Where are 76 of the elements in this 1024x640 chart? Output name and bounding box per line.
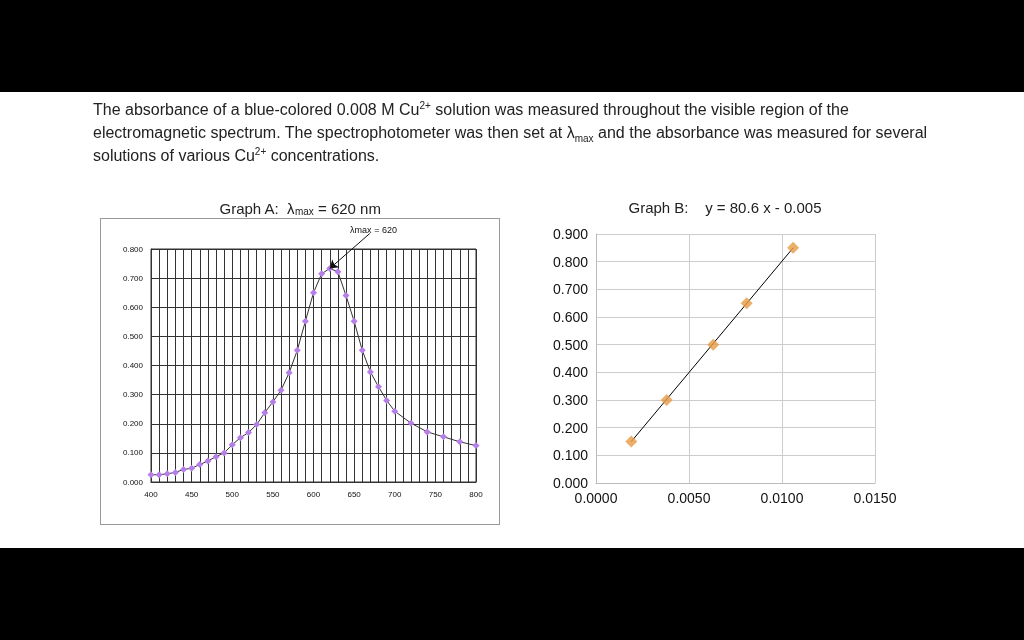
x-tick-label: 0.0050: [667, 490, 711, 506]
point: [342, 292, 350, 300]
y-tick-label: 0.800: [122, 244, 144, 254]
x-tick-label: 0.0000: [574, 490, 618, 506]
point: [212, 453, 220, 461]
annotation: λmax = 620: [350, 225, 397, 236]
y-tick-label: 0.600: [122, 302, 144, 312]
y-tick-label: 0.700: [122, 273, 144, 283]
point: [407, 419, 415, 427]
x-tick-label: 0.0150: [853, 490, 897, 506]
point: [285, 369, 293, 377]
y-tick-label: 0.000: [122, 477, 144, 487]
y-tick-label: 0.200: [552, 419, 589, 436]
point: [391, 407, 399, 415]
y-tick-label: 0.500: [122, 331, 144, 341]
point: [440, 433, 447, 441]
y-tick-label: 0.900: [552, 226, 589, 242]
point: [155, 471, 163, 479]
y-tick-label: 0.200: [122, 419, 144, 429]
point: [188, 464, 196, 472]
x-tick-label: 550: [266, 489, 281, 499]
chart-title: Graph B: y = 80.6 x - 0.005: [628, 199, 822, 216]
point: [318, 270, 326, 278]
x-tick-label: 700: [388, 489, 402, 499]
y-tick-label: 0.100: [552, 447, 589, 464]
point: [277, 386, 285, 394]
point: [261, 409, 269, 417]
point: [383, 396, 391, 404]
x-tick-label: 0.0100: [760, 490, 804, 506]
point: [350, 317, 358, 325]
x-tick-label: 400: [144, 489, 159, 499]
y-tick-label: 0.000: [552, 475, 589, 491]
y-tick-label: 0.100: [122, 448, 144, 458]
point: [375, 383, 382, 391]
point: [180, 465, 187, 473]
y-tick-label: 0.500: [552, 336, 589, 353]
x-tick-label: 450: [184, 489, 199, 499]
point: [301, 317, 309, 325]
x-tick-label: 650: [347, 489, 362, 499]
point: [707, 338, 720, 351]
point: [245, 428, 252, 436]
point: [366, 368, 374, 376]
point: [740, 297, 753, 310]
chart-title: Graph A: λmax = 620 nm: [219, 199, 381, 217]
x-tick-label: 800: [469, 489, 484, 499]
point: [204, 457, 212, 465]
x-tick-label: 500: [225, 489, 240, 499]
point: [423, 428, 431, 436]
point: [625, 435, 638, 448]
point: [171, 468, 179, 476]
point: [334, 268, 342, 276]
x-tick-label: 750: [428, 489, 443, 499]
y-tick-label: 0.700: [552, 281, 589, 298]
point: [220, 449, 228, 457]
point: [228, 441, 236, 449]
point: [310, 289, 317, 297]
y-tick-label: 0.300: [552, 392, 589, 408]
y-tick-label: 0.400: [122, 361, 144, 370]
point: [787, 241, 800, 254]
point: [196, 461, 204, 469]
text: The absorbance of a blue-colored 0.008 M Cu$^{2+}$ solution was measured throughout the visible region of the electromagnetic spectrum. The spectrophotometer was then set at λ$_{max}$ and the absorbance was measured for several solutions of various Cu$^{2+}$ concentrations.: [93, 99, 928, 164]
y-tick-label: 0.600: [552, 309, 589, 325]
point: [236, 434, 244, 442]
point: [456, 438, 464, 446]
point: [147, 471, 155, 479]
point: [163, 470, 171, 478]
point: [358, 346, 366, 354]
y-tick-label: 0.300: [122, 390, 144, 400]
y-tick-label: 0.400: [552, 364, 589, 381]
x-tick-label: 600: [306, 489, 321, 499]
point: [293, 346, 301, 354]
point: [269, 398, 277, 406]
point: [660, 394, 673, 406]
point: [253, 421, 261, 429]
point: [472, 442, 480, 450]
y-tick-label: 0.800: [552, 253, 589, 270]
